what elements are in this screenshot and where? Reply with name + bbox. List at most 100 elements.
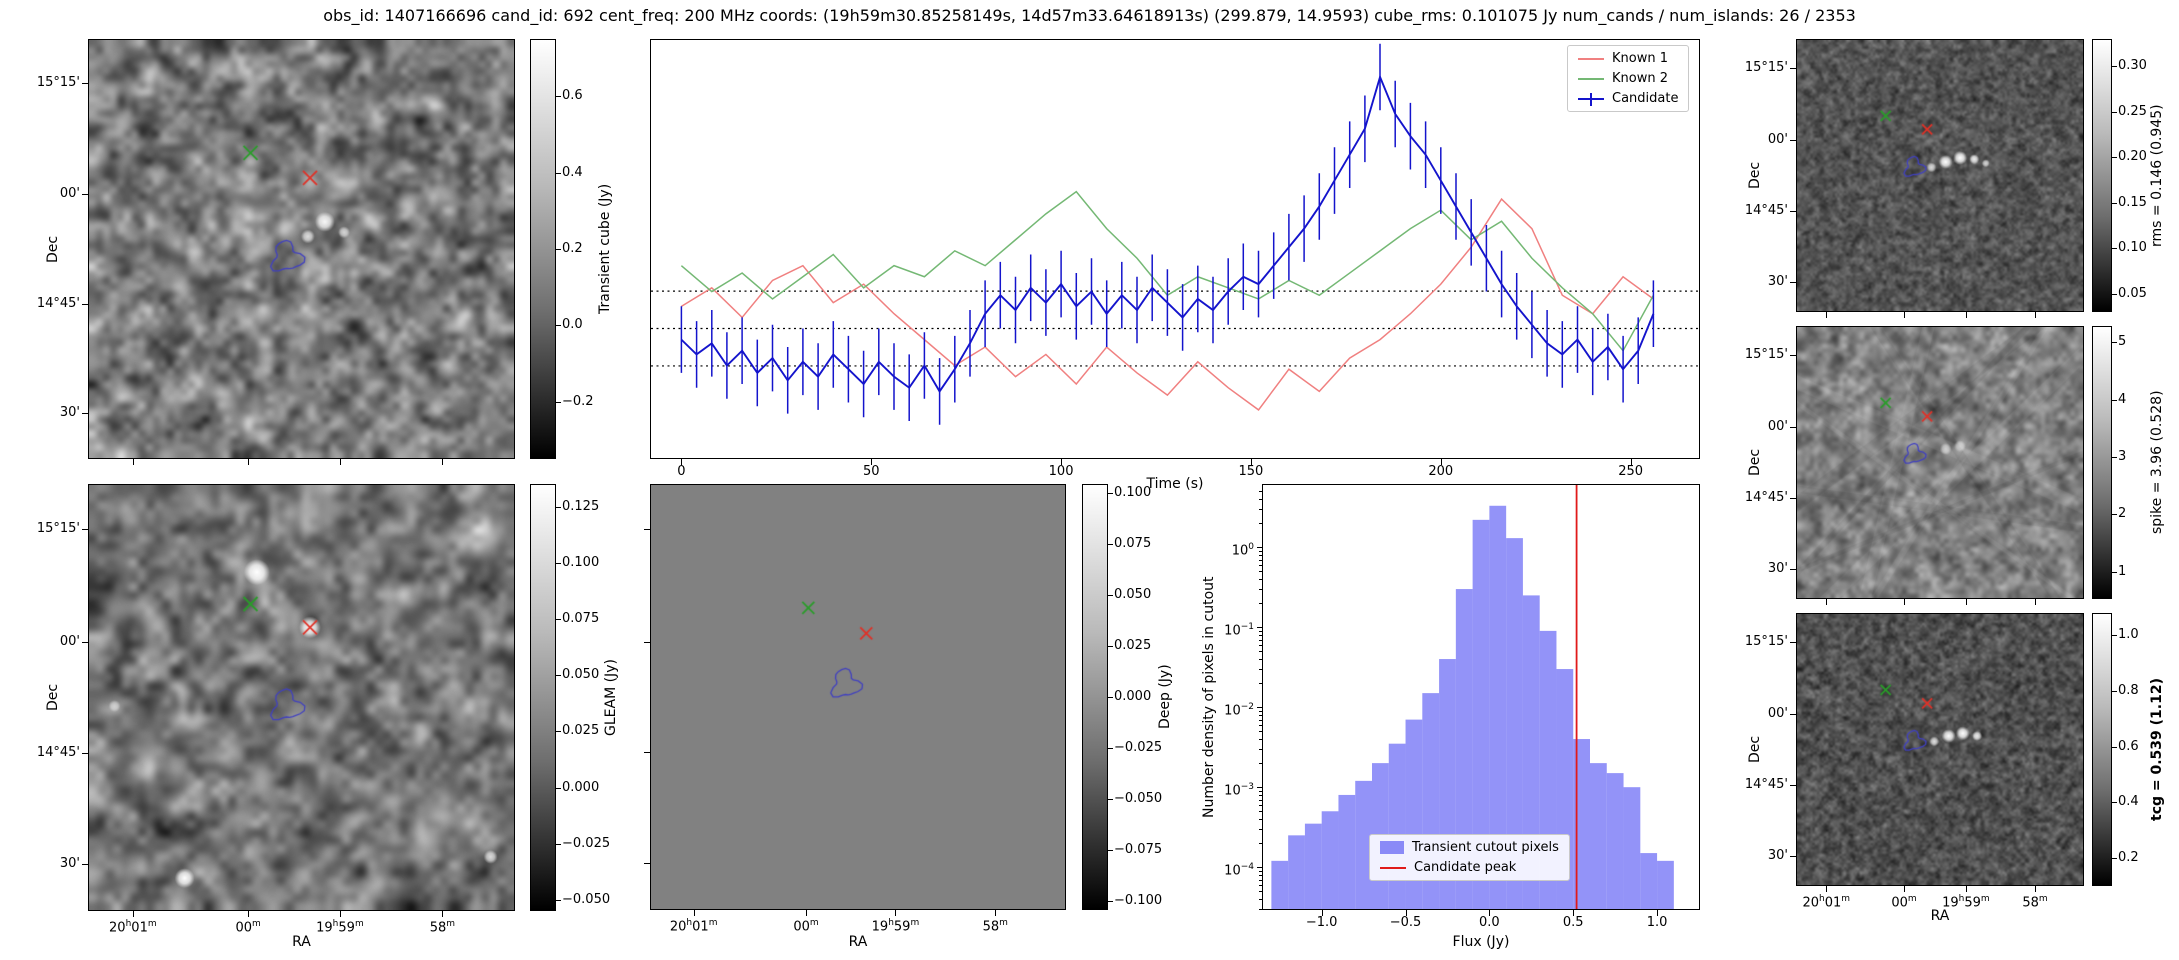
colorbar-tick-label: 0.05 xyxy=(2118,285,2147,301)
colorbar-tick-label: 1 xyxy=(2118,563,2127,579)
tick-mark xyxy=(556,787,561,789)
legend-entry: Known 1 xyxy=(1578,51,1678,66)
tick-mark xyxy=(82,303,88,305)
dec-axis-label-tcg: Dec xyxy=(1747,735,1763,764)
tick-mark xyxy=(1259,550,1262,552)
flux-tick-label: 1.0 xyxy=(1646,915,1668,930)
tick-mark xyxy=(1630,459,1632,465)
tick-mark xyxy=(1259,523,1262,525)
legend-entry: Candidate peak xyxy=(1380,860,1559,875)
tick-mark xyxy=(1259,870,1262,872)
rms-cutout-panel xyxy=(1796,39,2084,312)
colorbar-tick-label: 0.075 xyxy=(1114,535,1152,551)
tick-mark xyxy=(2112,66,2117,68)
tick-mark xyxy=(1259,811,1262,813)
histogram-legend: Transient cutout pixels Candidate peak xyxy=(1369,834,1570,881)
transient-colorbar xyxy=(530,39,556,459)
flux-tick-label: 0.5 xyxy=(1562,915,1584,930)
tick-mark xyxy=(1259,603,1262,605)
tick-mark xyxy=(1259,899,1262,900)
ra-tick-label: 20h01m xyxy=(669,918,718,935)
tick-mark xyxy=(82,194,88,196)
flux-tick-label: −0.5 xyxy=(1389,915,1422,930)
tick-mark xyxy=(1108,543,1113,545)
dec-axis-label-rms: Dec xyxy=(1747,161,1763,190)
tick-mark xyxy=(1826,886,1828,892)
tcg-cutout-panel xyxy=(1796,613,2084,886)
tick-mark xyxy=(1259,683,1262,685)
legend-entry: Candidate xyxy=(1578,91,1678,106)
histogram-bar xyxy=(1623,787,1641,909)
tick-mark xyxy=(442,459,444,465)
tick-mark xyxy=(1259,589,1262,591)
tick-mark xyxy=(1259,509,1262,511)
tcg-colorbar xyxy=(2092,613,2112,886)
dec-tick-label: 30' xyxy=(1767,273,1788,289)
tick-mark xyxy=(1259,799,1262,801)
tick-mark xyxy=(1790,641,1796,643)
tick-mark xyxy=(556,674,561,676)
colorbar-tick-label: 0.6 xyxy=(2118,738,2139,754)
time-tick-label: 150 xyxy=(1238,464,1264,479)
ra-tick-label: 00m xyxy=(1891,894,1917,911)
tick-mark xyxy=(556,562,561,564)
dec-tick-label: 00' xyxy=(1767,132,1788,147)
tick-mark xyxy=(556,249,561,250)
tick-mark xyxy=(556,731,561,733)
gleam-cutout-panel xyxy=(88,484,515,911)
tick-mark xyxy=(2035,886,2037,892)
tick-mark xyxy=(1790,784,1796,786)
tick-mark xyxy=(2112,802,2117,804)
tick-mark xyxy=(1790,210,1796,212)
tick-mark xyxy=(1108,850,1113,852)
transient-cube-cutout-panel xyxy=(88,39,515,459)
tick-mark xyxy=(895,910,897,916)
colorbar-tick-label: 0.4 xyxy=(562,164,583,180)
time-tick-label: 0 xyxy=(677,464,686,479)
tick-mark xyxy=(1259,874,1262,876)
tick-mark xyxy=(1257,867,1262,869)
ra-tick-label: 58m xyxy=(2022,894,2048,911)
candidate-line xyxy=(680,74,1655,394)
colorbar-tick-label: 0.0 xyxy=(562,317,583,333)
dec-tick-label: 15°15' xyxy=(1744,633,1788,649)
tick-mark xyxy=(1259,804,1262,806)
tick-mark xyxy=(1259,819,1262,821)
legend-line-swatch xyxy=(1578,92,1604,106)
tick-mark xyxy=(442,911,444,917)
tick-mark xyxy=(1657,910,1659,916)
dec-tick-label: 15°15' xyxy=(1744,346,1788,362)
time-tick-label: 250 xyxy=(1618,464,1644,479)
dec-axis-label-transient: Dec xyxy=(45,235,61,263)
colorbar-tick-label: −0.025 xyxy=(562,835,611,851)
tick-mark xyxy=(2112,858,2117,860)
dec-tick-label: 00' xyxy=(1767,706,1788,721)
colorbar-tick-label: 2 xyxy=(2118,506,2127,522)
ra-tick-label: 00m xyxy=(235,919,261,936)
tick-mark xyxy=(1259,790,1262,792)
tick-mark xyxy=(1790,714,1796,715)
ra-axis-label-tcg: RA xyxy=(1930,908,1950,924)
tick-mark xyxy=(248,459,250,465)
tick-mark xyxy=(1259,499,1262,501)
colorbar-tick-label: 0.125 xyxy=(562,498,600,514)
tick-mark xyxy=(2112,157,2117,159)
tick-mark xyxy=(1259,639,1262,641)
tick-mark xyxy=(82,753,88,754)
histogram-bar xyxy=(1506,538,1523,909)
tick-mark xyxy=(2112,691,2117,693)
tick-mark xyxy=(1259,739,1262,741)
tick-mark xyxy=(1259,891,1262,893)
tick-mark xyxy=(2112,111,2117,113)
colorbar-tick-label: −0.050 xyxy=(1114,791,1163,807)
histogram-bar xyxy=(1388,743,1406,909)
tick-mark xyxy=(82,412,88,414)
tick-mark xyxy=(644,752,650,754)
tick-mark xyxy=(339,459,341,465)
colorbar-tick-label: −0.050 xyxy=(562,891,611,907)
tick-mark xyxy=(1790,140,1796,141)
tick-mark xyxy=(1257,787,1262,789)
flux-tick-label: −1.0 xyxy=(1305,915,1338,930)
legend-label: Known 1 xyxy=(1612,51,1668,66)
